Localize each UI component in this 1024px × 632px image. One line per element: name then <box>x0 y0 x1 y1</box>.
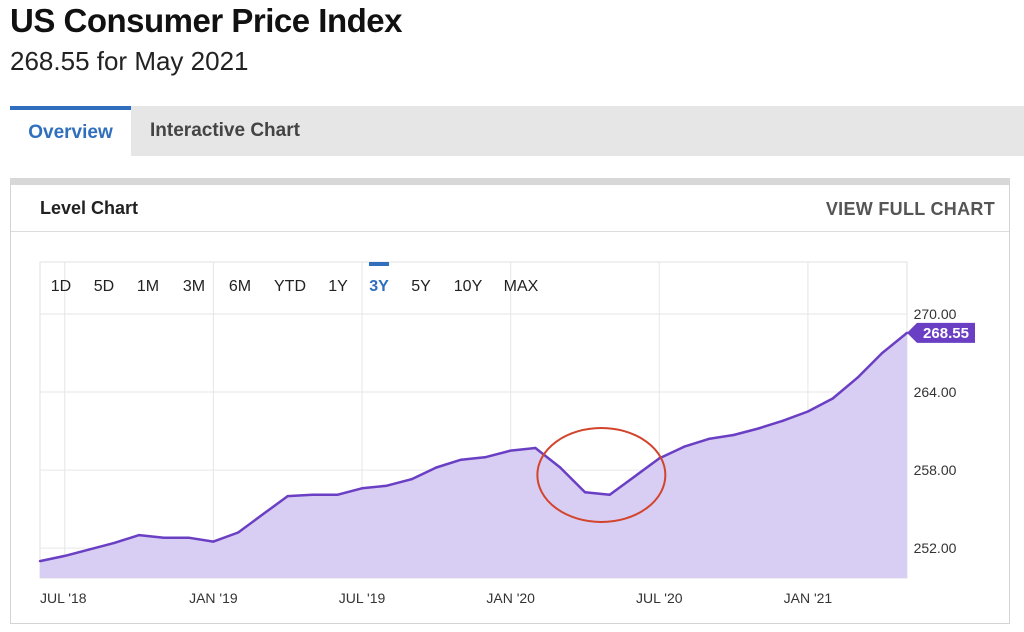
data-point <box>212 540 215 543</box>
tab-bar: Overview Interactive Chart <box>10 106 1024 156</box>
y-tick-label: 270.00 <box>914 306 957 322</box>
data-point <box>286 494 289 498</box>
data-point <box>261 513 265 516</box>
tab-overview[interactable]: Overview <box>10 106 131 156</box>
data-point <box>732 433 735 437</box>
data-point <box>162 536 166 539</box>
range-button-10y[interactable]: 10Y <box>454 278 483 295</box>
y-tick-label: 264.00 <box>914 384 957 400</box>
range-button-3m[interactable]: 3M <box>183 278 205 295</box>
page-title: US Consumer Price Index <box>10 2 402 39</box>
x-tick-label: JUL '18 <box>40 590 87 606</box>
range-button-5d[interactable]: 5D <box>94 278 114 295</box>
data-point <box>583 490 587 494</box>
view-full-chart-link[interactable]: VIEW FULL CHART <box>825 199 995 219</box>
page-subtitle: 268.55 for May 2021 <box>10 46 249 76</box>
data-point <box>360 487 364 490</box>
data-point <box>881 351 884 355</box>
card-header: Level Chart VIEW FULL CHART <box>11 185 1009 232</box>
range-button-max[interactable]: MAX <box>504 278 539 295</box>
data-point <box>311 493 314 496</box>
x-tick-label: JAN '19 <box>189 590 238 606</box>
data-point <box>509 449 512 452</box>
data-point <box>608 493 611 496</box>
data-point <box>534 446 537 450</box>
x-tick-label: JAN '21 <box>784 590 833 606</box>
data-point <box>757 427 760 430</box>
data-point <box>336 493 339 496</box>
data-point <box>187 536 190 539</box>
tab-interactive-chart[interactable]: Interactive Chart <box>150 120 300 141</box>
data-point <box>137 533 141 537</box>
data-point <box>410 477 413 481</box>
data-point <box>385 484 388 487</box>
last-value-callout <box>907 322 975 343</box>
data-point <box>236 531 240 534</box>
range-button-1y[interactable]: 1Y <box>328 278 348 295</box>
range-button-3y[interactable]: 3Y <box>369 278 389 295</box>
y-tick-label: 252.00 <box>914 540 957 556</box>
data-point <box>484 455 488 459</box>
series-line <box>39 331 908 563</box>
last-value-label: 268.55 <box>923 325 969 342</box>
series-area <box>40 332 907 578</box>
data-point <box>682 445 686 448</box>
annotation-circle <box>536 427 667 523</box>
data-point <box>806 410 810 413</box>
data-point <box>707 437 711 441</box>
data-point <box>831 397 834 400</box>
range-active-indicator <box>369 262 389 266</box>
x-tick-label: JUL '20 <box>636 590 683 606</box>
range-button-6m[interactable]: 6M <box>229 278 251 295</box>
data-point <box>459 458 463 461</box>
x-tick-label: JAN '20 <box>486 590 535 606</box>
range-button-1m[interactable]: 1M <box>137 278 159 295</box>
data-point <box>38 559 42 563</box>
data-point <box>63 554 66 558</box>
data-point <box>559 466 562 469</box>
data-point <box>856 376 859 379</box>
data-point <box>113 541 116 545</box>
data-point <box>633 475 636 478</box>
data-point <box>781 419 785 422</box>
y-tick-label: 258.00 <box>914 462 957 478</box>
data-point <box>658 457 661 460</box>
range-button-ytd[interactable]: YTD <box>274 278 306 295</box>
data-point <box>88 548 91 551</box>
range-button-1d[interactable]: 1D <box>51 278 71 295</box>
data-point <box>435 466 438 469</box>
range-button-5y[interactable]: 5Y <box>411 278 431 295</box>
card-title: Level Chart <box>40 198 139 218</box>
x-tick-label: JUL '19 <box>339 590 386 606</box>
